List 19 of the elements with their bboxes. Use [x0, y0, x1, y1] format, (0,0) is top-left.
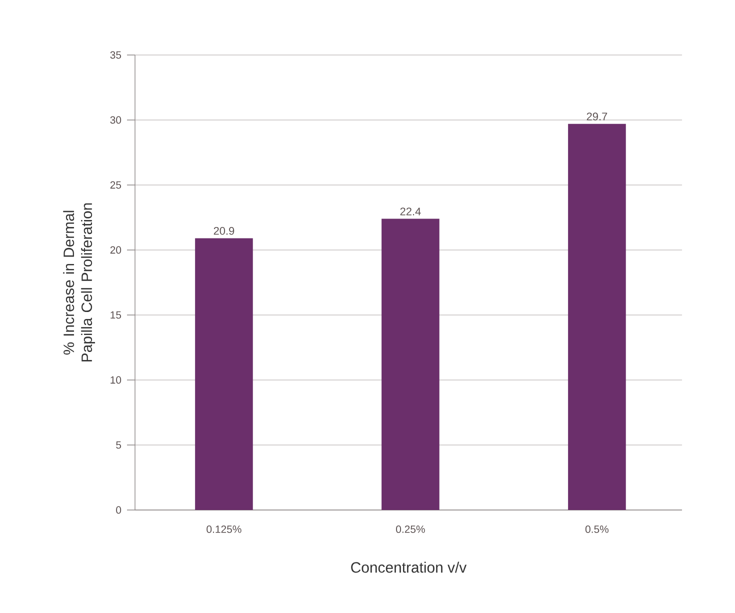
data-label: 29.7 — [586, 112, 608, 120]
x-axis-title: Concentration v/v — [351, 562, 467, 573]
y-tick-label: 15 — [110, 311, 122, 319]
y-tick-label: 5 — [116, 441, 122, 449]
bar — [382, 218, 440, 510]
bar — [195, 238, 253, 510]
data-label: 22.4 — [400, 208, 421, 216]
bar — [568, 124, 626, 510]
x-tick-label: 0.125% — [206, 526, 242, 533]
y-tick-label: 25 — [110, 181, 122, 189]
y-axis-title: % Increase in Dermal Papilla Cell Proliferation — [63, 203, 96, 362]
y-tick-label: 30 — [110, 116, 122, 124]
y-tick-label: 0 — [116, 506, 122, 514]
data-label: 20.9 — [214, 227, 234, 235]
y-tick-label: 20 — [110, 246, 122, 254]
x-tick-label: 0.25% — [396, 526, 425, 533]
y-tick-label: 10 — [110, 376, 122, 384]
y-tick-label: 35 — [110, 51, 122, 59]
x-tick-label: 0.5% — [585, 526, 609, 533]
